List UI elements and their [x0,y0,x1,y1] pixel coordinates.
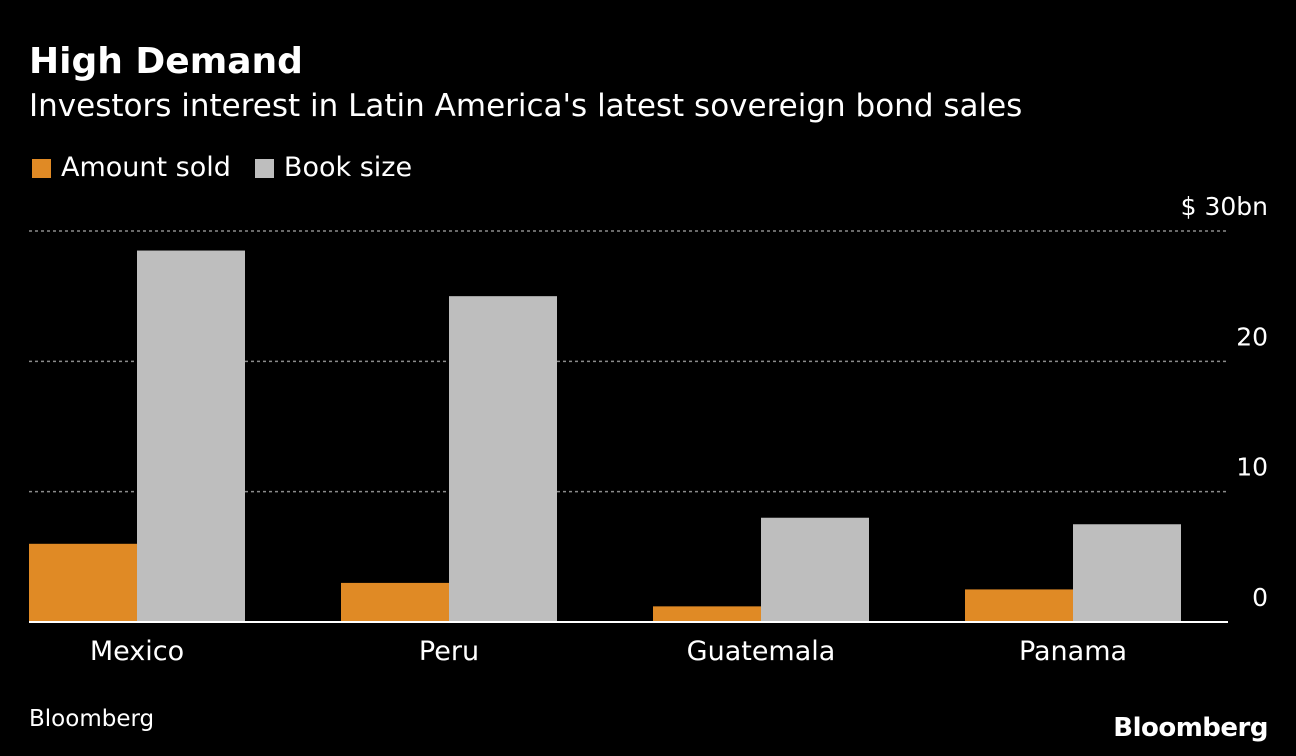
bar-mexico-amount-sold [29,543,137,622]
bar-peru-amount-sold [341,582,449,622]
chart-subtitle: Investors interest in Latin America's la… [29,88,1023,124]
legend-label-amount-sold: Amount sold [61,152,231,183]
bar-guatemala-book-size [761,517,869,622]
x-tick-label-guatemala: Guatemala [687,636,836,667]
y-tick-label-20: 20 [1236,322,1268,351]
legend-label-book-size: Book size [283,152,413,183]
x-tick-label-peru: Peru [419,636,479,667]
legend-item-book-size: Book size [254,151,413,185]
x-tick-label-mexico: Mexico [90,636,184,667]
legend-swatch-amount-sold [32,158,51,178]
y-tick-label-30: $ 30bn [1181,192,1268,221]
y-tick-label-10: 10 [1236,453,1268,482]
legend: Amount sold Book size [32,151,436,185]
legend-item-amount-sold: Amount sold [32,151,231,185]
bar-peru-book-size [449,296,557,622]
bar-guatemala-amount-sold [653,606,761,622]
bloomberg-logo: Bloomberg [1113,713,1268,743]
bar-panama-amount-sold [965,589,1073,622]
bar-panama-book-size [1073,524,1181,622]
x-tick-label-panama: Panama [1019,636,1127,667]
y-tick-label-0: 0 [1252,583,1268,612]
legend-swatch-book-size [254,158,274,178]
bar-chart: $ 30bn 20 10 0 Mexico Peru Guatemala Panama [29,192,1268,667]
source-note: Bloomberg [29,706,155,732]
chart-title: High Demand [29,41,303,82]
bar-mexico-book-size [137,250,245,623]
